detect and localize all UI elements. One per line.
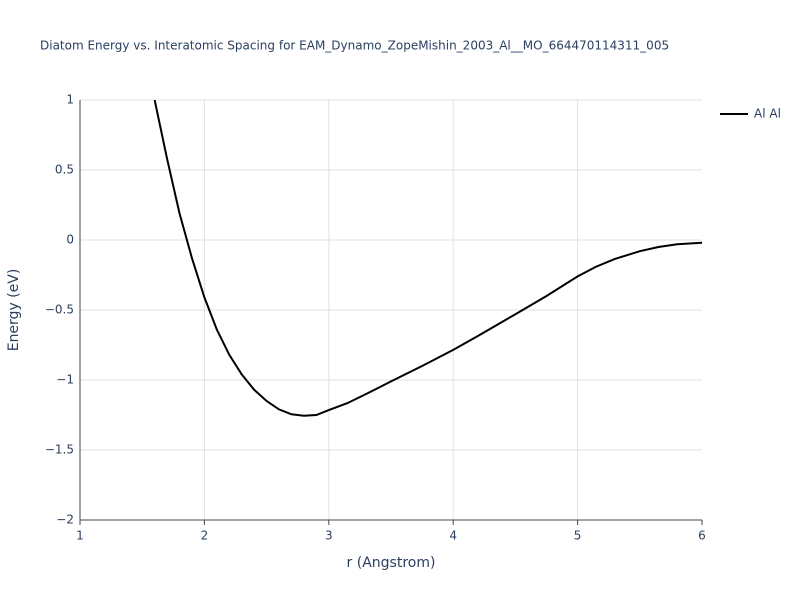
y-tick-label: 0 [66, 233, 74, 247]
y-tick-label: −0.5 [45, 303, 74, 317]
x-tick-label: 1 [76, 529, 84, 543]
x-tick-label: 4 [449, 529, 457, 543]
x-tick-label: 6 [698, 529, 706, 543]
y-tick-label: −2 [56, 513, 74, 527]
y-tick-label: −1.5 [45, 443, 74, 457]
legend-label: Al Al [754, 107, 781, 121]
y-axis-label: Energy (eV) [6, 269, 22, 352]
y-tick-label: −1 [56, 373, 74, 387]
x-axis-label: r (Angstrom) [347, 555, 436, 571]
x-tick-label: 2 [201, 529, 209, 543]
data-line [153, 100, 702, 417]
chart-title: Diatom Energy vs. Interatomic Spacing fo… [40, 39, 669, 53]
x-tick-label: 3 [325, 529, 333, 543]
y-tick-label: 0.5 [55, 163, 74, 177]
x-tick-label: 5 [574, 529, 582, 543]
y-tick-label: 1 [66, 93, 74, 107]
